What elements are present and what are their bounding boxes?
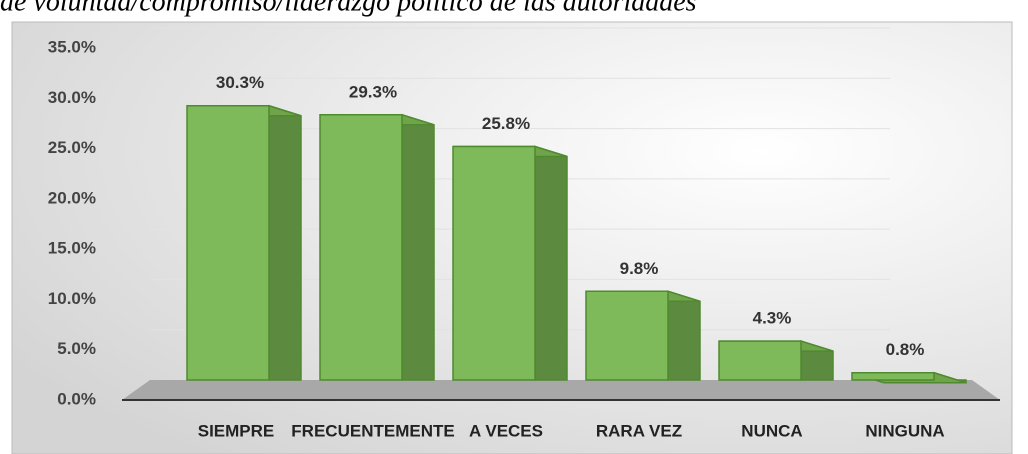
x-tick-label: NINGUNA — [865, 421, 944, 440]
y-tick-label: 10.0% — [48, 289, 96, 308]
y-tick-label: 25.0% — [48, 138, 96, 157]
x-tick-label: SIEMPRE — [198, 421, 275, 440]
bar-face — [452, 145, 536, 381]
data-label: 0.8% — [886, 340, 925, 359]
bar — [186, 104, 302, 381]
bar-face — [401, 113, 435, 381]
data-label: 9.8% — [620, 259, 659, 278]
bar-face — [534, 145, 568, 381]
x-tick-label: FRECUENTEMENTE — [291, 421, 454, 440]
y-tick-label: 5.0% — [57, 339, 96, 358]
bar — [851, 371, 967, 384]
data-label: 30.3% — [216, 73, 264, 92]
bar-face — [186, 104, 270, 381]
chart-title: de voluntad/compromiso/liderazgo polític… — [0, 0, 697, 17]
bar — [452, 145, 568, 381]
bar-face — [319, 114, 403, 381]
bar — [585, 290, 701, 381]
bar-face — [718, 340, 802, 381]
floor — [122, 380, 1000, 400]
data-label: 4.3% — [753, 309, 792, 328]
data-label: 25.8% — [482, 114, 530, 133]
data-label: 29.3% — [349, 82, 397, 101]
bar-face — [268, 104, 302, 381]
y-tick-label: 20.0% — [48, 188, 96, 207]
bar — [319, 113, 435, 381]
x-tick-label: RARA VEZ — [596, 421, 682, 440]
x-tick-label: A VECES — [469, 421, 543, 440]
y-tick-label: 15.0% — [48, 239, 96, 258]
bar — [718, 340, 834, 381]
bar-face — [851, 372, 935, 381]
bar-face — [667, 290, 701, 381]
bar-face — [585, 290, 669, 381]
x-tick-label: NUNCA — [741, 421, 802, 440]
y-tick-label: 35.0% — [48, 37, 96, 56]
y-tick-label: 0.0% — [57, 389, 96, 408]
y-tick-label: 30.0% — [48, 88, 96, 107]
